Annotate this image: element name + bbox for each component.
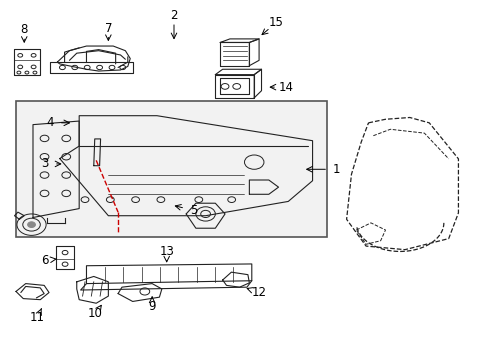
Text: 6: 6 [41,254,49,267]
Text: 11: 11 [30,311,45,324]
Text: 13: 13 [159,245,174,258]
Text: 7: 7 [104,22,112,35]
Text: 15: 15 [268,16,283,29]
Text: 5: 5 [189,204,197,217]
Text: 3: 3 [41,157,49,170]
Text: 14: 14 [278,81,293,94]
Text: 12: 12 [251,286,266,299]
Text: 4: 4 [46,116,54,129]
Text: 2: 2 [170,9,177,22]
Bar [16,102,326,237]
Text: 10: 10 [88,307,102,320]
Text: 1: 1 [332,163,340,176]
Circle shape [28,222,35,228]
Text: 9: 9 [148,300,156,313]
Text: 8: 8 [20,23,28,36]
